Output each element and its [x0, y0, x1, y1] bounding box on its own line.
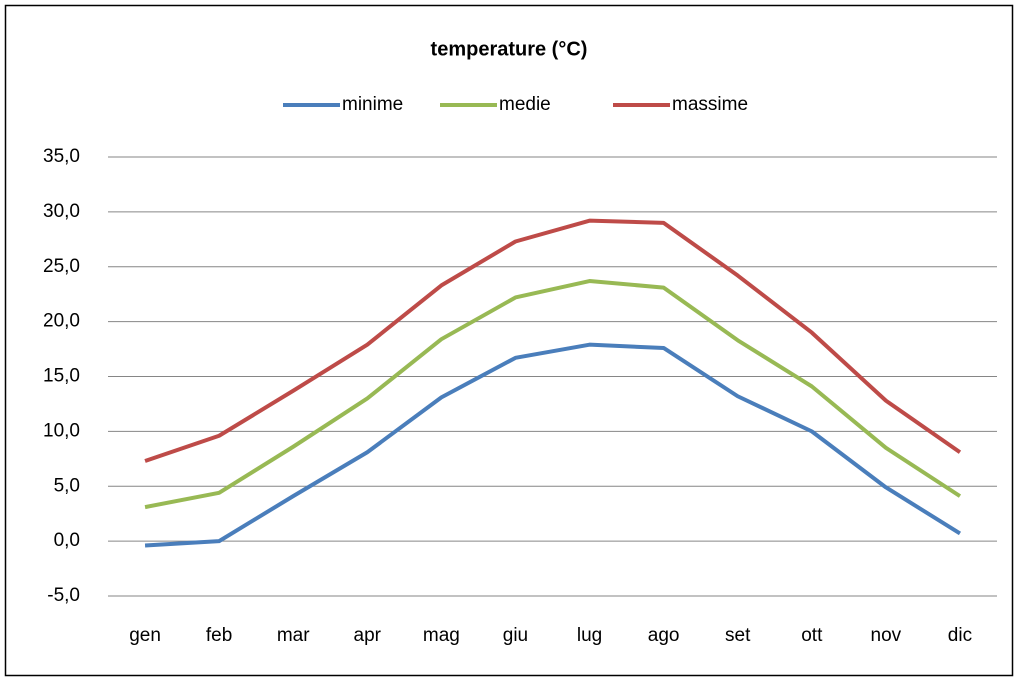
x-tick-label: lug	[577, 625, 602, 646]
y-tick-label: 0,0	[54, 530, 80, 551]
x-tick-label: gen	[129, 625, 161, 646]
y-tick-label: 15,0	[43, 366, 80, 387]
x-tick-label: ott	[801, 625, 823, 646]
y-tick-label: -5,0	[47, 585, 80, 606]
y-tick-label: 20,0	[43, 311, 80, 332]
chart-title: temperature (°C)	[431, 38, 588, 60]
x-tick-label: giu	[503, 625, 528, 646]
x-tick-label: apr	[354, 625, 382, 646]
x-tick-label: ago	[648, 625, 680, 646]
y-tick-label: 25,0	[43, 256, 80, 277]
legend-label: minime	[342, 94, 403, 115]
y-tick-label: 30,0	[43, 201, 80, 222]
x-tick-label: nov	[871, 625, 902, 646]
chart-border	[4, 4, 1014, 677]
series-line	[144, 218, 962, 463]
legend-label: massime	[672, 94, 748, 115]
x-tick-label: mag	[423, 625, 460, 646]
series-line	[144, 342, 962, 548]
series-line	[144, 279, 962, 510]
legend-label: medie	[499, 94, 551, 115]
y-tick-label: 10,0	[43, 420, 80, 441]
x-tick-label: set	[725, 625, 751, 646]
y-tick-label: 5,0	[54, 475, 80, 496]
x-tick-label: dic	[948, 625, 972, 646]
x-tick-label: feb	[206, 625, 232, 646]
y-tick-label: 35,0	[43, 146, 80, 167]
x-tick-label: mar	[277, 625, 310, 646]
